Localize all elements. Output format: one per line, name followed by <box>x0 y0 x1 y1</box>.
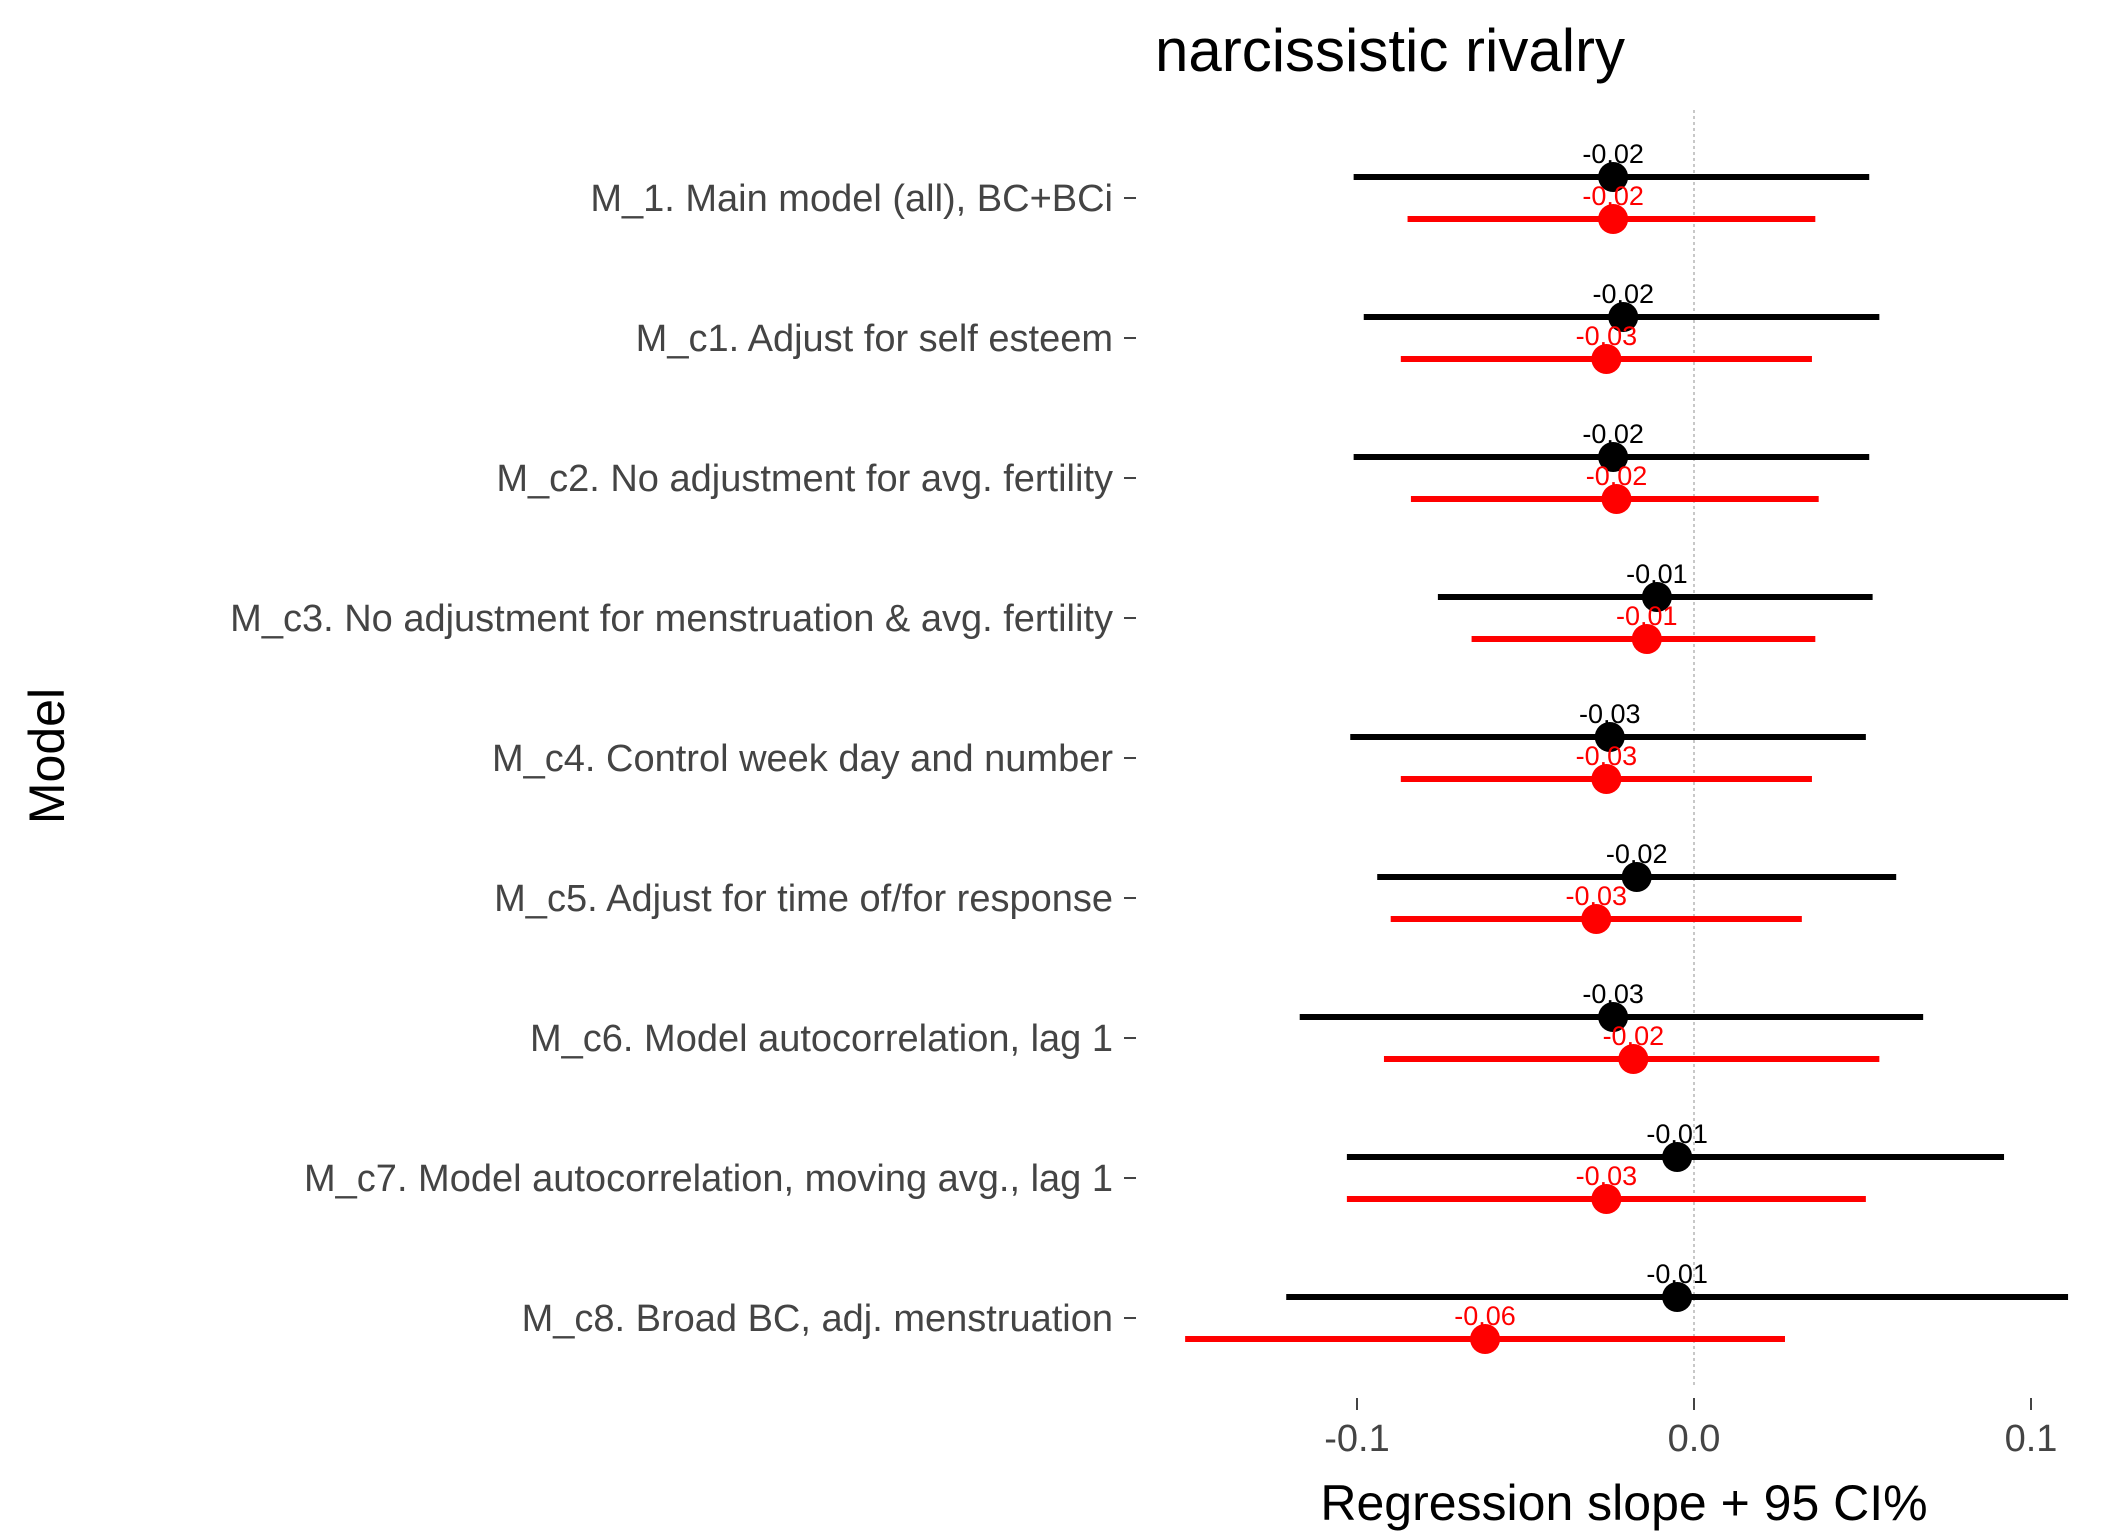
estimate-label: -0.02 <box>1606 839 1668 869</box>
estimate-point <box>1608 302 1639 332</box>
estimate-point <box>1470 1324 1501 1354</box>
estimate-label: -0.03 <box>1565 881 1627 911</box>
estimate-label: -0.03 <box>1582 979 1644 1009</box>
estimate-label: -0.02 <box>1582 181 1644 211</box>
y-axis: M_1. Main model (all), BC+BCi M_c1. Adjus… <box>230 178 1136 1340</box>
estimate-point <box>1631 624 1662 654</box>
estimate-label: -0.02 <box>1603 1021 1665 1051</box>
estimate-label: -0.02 <box>1582 419 1644 449</box>
estimate-point <box>1591 764 1622 794</box>
estimate-label: -0.02 <box>1582 139 1644 169</box>
chart-title: narcissistic rivalry <box>1155 17 1625 84</box>
estimate-label: -0.01 <box>1646 1259 1708 1289</box>
estimate-point <box>1662 1282 1693 1312</box>
y-tick-label: M_c8. Broad BC, adj. menstruation <box>522 1298 1113 1340</box>
estimate-point <box>1598 1002 1629 1032</box>
x-axis-title: Regression slope + 95 CI% <box>1320 1475 1927 1531</box>
estimate-label: -0.06 <box>1454 1301 1516 1331</box>
y-tick-label: M_c6. Model autocorrelation, lag 1 <box>530 1018 1113 1060</box>
y-tick-label: M_c7. Model autocorrelation, moving avg.… <box>304 1158 1113 1200</box>
estimate-label: -0.02 <box>1592 279 1654 309</box>
y-tick-label: M_c5. Adjust for time of/for response <box>494 878 1113 920</box>
estimate-label: -0.01 <box>1646 1119 1708 1149</box>
y-tick-label: M_1. Main model (all), BC+BCi <box>590 178 1113 220</box>
estimate-point <box>1621 862 1652 892</box>
y-tick-label: M_c1. Adjust for self esteem <box>636 318 1113 360</box>
x-tick-label: 0.0 <box>1668 1418 1721 1460</box>
y-tick-label: M_c3. No adjustment for menstruation & a… <box>230 598 1113 640</box>
estimate-point <box>1581 904 1612 934</box>
estimate-point <box>1591 1184 1622 1214</box>
estimate-point <box>1641 582 1672 612</box>
estimate-label: -0.03 <box>1576 1161 1638 1191</box>
estimate-point <box>1594 722 1625 752</box>
estimate-label: -0.01 <box>1616 601 1678 631</box>
estimate-label: -0.03 <box>1579 699 1641 729</box>
estimate-point <box>1598 442 1629 472</box>
estimate-point <box>1662 1142 1693 1172</box>
estimate-point <box>1591 344 1622 374</box>
estimate-point <box>1601 484 1632 514</box>
estimate-point <box>1598 204 1629 234</box>
y-tick-label: M_c2. No adjustment for avg. fertility <box>496 458 1113 500</box>
estimate-label: -0.03 <box>1576 741 1638 771</box>
y-axis-title: Model <box>19 688 75 824</box>
estimate-label: -0.02 <box>1586 461 1648 491</box>
x-tick-label: -0.1 <box>1324 1418 1389 1460</box>
x-axis: -0.1 0.0 0.1 <box>1324 1398 2057 1460</box>
estimate-point <box>1598 162 1629 192</box>
estimate-label: -0.03 <box>1576 321 1638 351</box>
plot-marks: -0.02 -0.02 -0.02 -0.01 -0.03 -0.02 -0.03 -0.01… <box>1185 139 2069 1354</box>
estimate-point <box>1618 1044 1649 1074</box>
estimate-label: -0.01 <box>1626 559 1688 589</box>
y-tick-label: M_c4. Control week day and number <box>492 738 1113 780</box>
plot-title: narcissistic rivalry <box>1155 17 1625 84</box>
x-tick-label: 0.1 <box>2005 1418 2058 1460</box>
